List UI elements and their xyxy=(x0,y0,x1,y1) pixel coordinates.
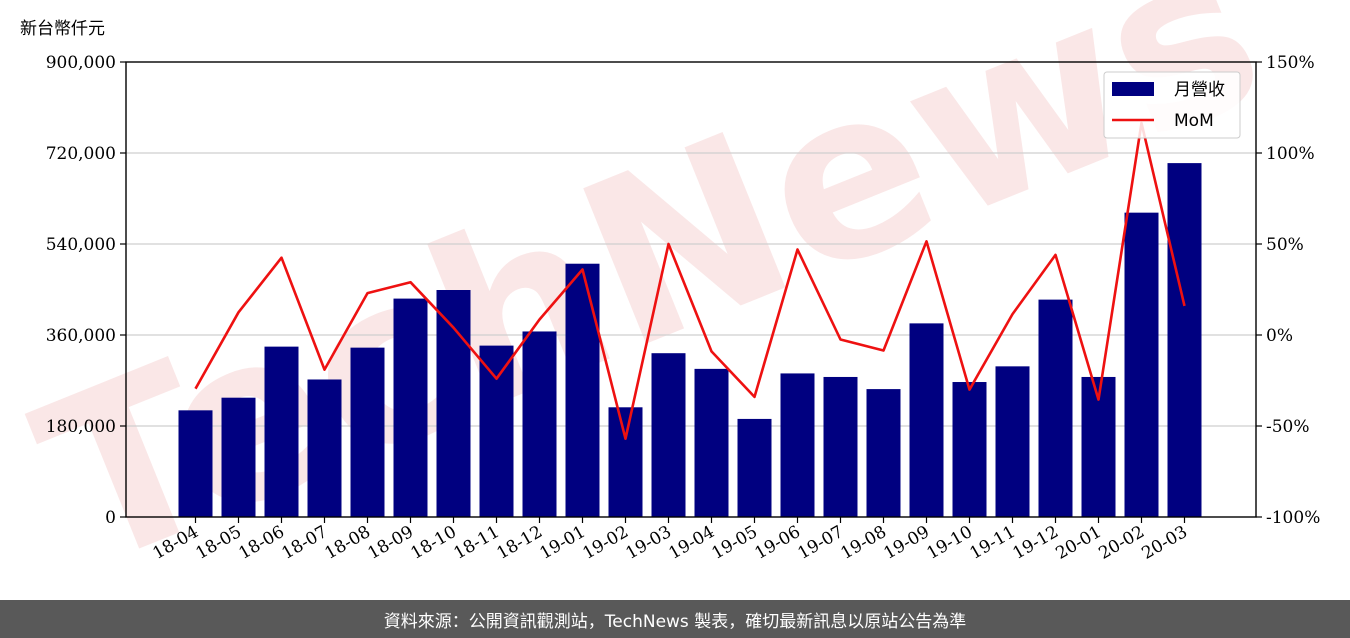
x-tick-label: 18-11 xyxy=(451,522,503,564)
bar xyxy=(522,331,557,517)
x-tick-label: 20-03 xyxy=(1139,522,1191,564)
x-tick-label: 19-04 xyxy=(666,522,718,564)
y-right-tick-label: 100% xyxy=(1266,144,1315,164)
y-left-tick-label: 180,000 xyxy=(46,417,116,437)
x-tick-label: 19-11 xyxy=(967,522,1019,564)
y-right-tick-label: -100% xyxy=(1266,508,1320,528)
bar xyxy=(479,345,514,517)
y-right-tick-label: 0% xyxy=(1266,326,1293,346)
legend-label: 月營收 xyxy=(1174,80,1225,100)
legend-swatch-bar xyxy=(1112,82,1154,96)
x-tick-label: 18-09 xyxy=(365,522,417,564)
legend-label: MoM xyxy=(1174,111,1214,131)
x-tick-label: 19-06 xyxy=(752,522,804,564)
y-left-tick-label: 360,000 xyxy=(46,326,116,346)
x-tick-label: 19-10 xyxy=(924,522,976,564)
source-footer: 資料來源：公開資訊觀測站，TechNews 製表，確切最新訊息以原站公告為準 xyxy=(0,600,1350,638)
bar xyxy=(221,397,256,517)
x-tick-label: 19-07 xyxy=(795,522,847,564)
line-series xyxy=(194,121,1186,441)
y-left-tick-label: 720,000 xyxy=(46,144,116,164)
plot-frame xyxy=(125,61,1257,518)
x-tick-label: 20-01 xyxy=(1053,522,1105,564)
x-tick-label: 19-05 xyxy=(709,522,761,564)
bar xyxy=(780,373,815,517)
bar xyxy=(952,382,987,517)
bar xyxy=(264,346,299,517)
x-tick-label: 18-12 xyxy=(494,522,546,564)
y-left-tick-label: 900,000 xyxy=(46,53,116,73)
bar xyxy=(178,410,213,517)
bar xyxy=(1038,299,1073,517)
y-right-tick-label: -50% xyxy=(1266,417,1310,437)
y-left-unit-label: 新台幣仟元 xyxy=(20,19,105,39)
footer-text: 資料來源：公開資訊觀測站，TechNews 製表，確切最新訊息以原站公告為準 xyxy=(383,611,967,632)
bar xyxy=(651,353,686,517)
bar xyxy=(393,298,428,517)
y-right-tick-label: 50% xyxy=(1266,235,1304,255)
bar xyxy=(909,323,944,517)
x-tick-label: 19-01 xyxy=(537,522,589,564)
bar xyxy=(995,366,1030,517)
bar xyxy=(608,407,643,517)
x-tick-label: 19-08 xyxy=(838,522,890,564)
x-tick-label: 19-03 xyxy=(623,522,675,564)
bar xyxy=(307,379,342,517)
x-tick-label: 19-09 xyxy=(881,522,933,564)
bar xyxy=(1167,163,1202,517)
bar xyxy=(694,368,729,517)
bar xyxy=(866,389,901,517)
bar xyxy=(565,263,600,517)
bar xyxy=(350,347,385,517)
bar-series xyxy=(178,163,1202,517)
bar xyxy=(436,290,471,517)
x-tick-label: 20-02 xyxy=(1096,522,1148,564)
y-left-tick-label: 540,000 xyxy=(46,235,116,255)
bar xyxy=(1124,212,1159,517)
y-left-tick-label: 0 xyxy=(105,508,116,528)
y-right-tick-label: 150% xyxy=(1266,53,1315,73)
chart: TechNews 新台幣仟元 0180,000360,000540,000720… xyxy=(7,0,1320,600)
bar xyxy=(823,376,858,517)
mom-line xyxy=(194,121,1186,441)
bar xyxy=(737,418,772,517)
x-tick-label: 19-12 xyxy=(1010,522,1062,564)
x-tick-label: 18-10 xyxy=(408,522,460,564)
x-tick-label: 19-02 xyxy=(580,522,632,564)
legend: 月營收 MoM xyxy=(1103,71,1241,139)
